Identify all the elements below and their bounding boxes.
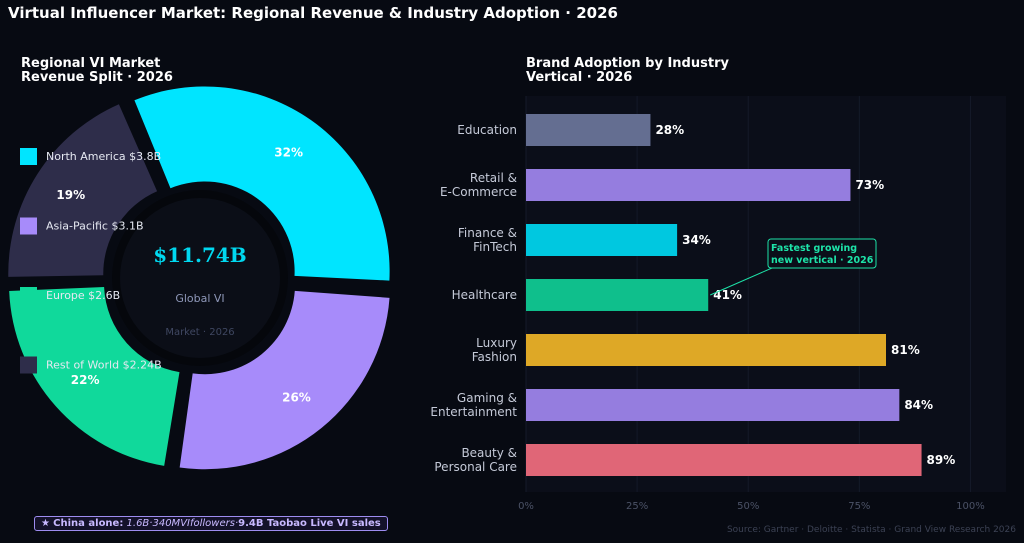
bar-education	[526, 114, 651, 146]
annotation-text: Fastest growing new vertical · 2026	[771, 243, 874, 266]
y-tick-label-education: Education	[457, 123, 517, 137]
donut-slice-rest-of-world	[8, 104, 158, 277]
legend-label-asia-pacific: Asia-Pacific $3.1B	[46, 220, 144, 233]
y-tick-label-gaming-entertainment: Gaming & Entertainment	[430, 391, 517, 419]
x-tick-label-50: 50%	[737, 501, 759, 512]
legend-swatch-rest-of-world	[20, 356, 37, 374]
legend-swatch-asia-pacific	[20, 217, 37, 235]
x-tick-label-75: 75%	[848, 501, 870, 512]
footnote-suffix: 9.4B Taobao Live VI sales	[238, 518, 381, 529]
page-title: Virtual Influencer Market: Regional Reve…	[8, 4, 618, 22]
slice-percent-north-america: 32%	[274, 146, 303, 160]
donut-hole	[120, 198, 280, 358]
bar-value-finance-fintech: 34%	[682, 233, 711, 247]
slice-percent-rest-of-world: 19%	[56, 188, 85, 202]
donut-slice-asia-pacific	[179, 290, 390, 470]
bar-chart-title: Brand Adoption by Industry Vertical · 20…	[526, 56, 729, 85]
bar-value-education: 28%	[655, 123, 684, 137]
star-icon: ★	[41, 518, 50, 529]
bar-value-healthcare: 41%	[713, 288, 742, 302]
y-tick-label-finance-fintech: Finance & FinTech	[458, 226, 517, 254]
bar-healthcare	[526, 279, 709, 311]
donut-center-sublabel: Market · 2026	[165, 327, 234, 338]
legend-swatch-europe	[20, 287, 37, 304]
source-note: Source: Gartner · Deloitte · Statista · …	[726, 525, 1016, 535]
donut-chart: 32% 26% 22% 19% $11.74B Global VI Market · 202…	[8, 86, 390, 470]
x-tick-label-25: 25%	[626, 501, 648, 512]
y-tick-label-beauty-personal-care: Beauty & Personal Care	[434, 446, 517, 474]
legend-label-europe: Europe $2.6B	[46, 289, 120, 302]
slice-percent-asia-pacific: 26%	[282, 390, 311, 404]
legend-label-rest-of-world: Rest of World $2.24B	[46, 359, 162, 372]
footnote-prefix: China alone:	[53, 518, 124, 529]
donut-center-value: $11.74B	[153, 243, 246, 267]
donut-center-label: Global VI	[175, 292, 224, 305]
footnote-middle: 1.6B·340MVIfollowers·	[126, 518, 239, 529]
bar-value-gaming-entertainment: 84%	[904, 398, 933, 412]
donut-slice-europe	[9, 287, 180, 466]
legend-swatch-north-america	[20, 148, 37, 165]
annotation-box	[767, 238, 877, 269]
bar-finance-fintech	[526, 224, 678, 256]
y-tick-label-retail-e-commerce: Retail & E-Commerce	[440, 171, 517, 199]
bar-luxury-fashion	[526, 334, 886, 366]
annotation-arrow	[710, 267, 773, 296]
bar-retail-e-commerce	[526, 169, 851, 201]
slice-percent-europe: 22%	[71, 373, 100, 387]
bar-value-beauty-personal-care: 89%	[927, 453, 956, 467]
china-footnote: ★ China alone: 1.6B·340MVIfollowers·9.4B…	[34, 516, 388, 531]
bar-beauty-personal-care	[526, 444, 922, 476]
legend-label-north-america: North America $3.8B	[46, 150, 161, 163]
bar-value-luxury-fashion: 81%	[891, 343, 920, 357]
y-tick-label-luxury-fashion: Luxury Fashion	[472, 336, 517, 364]
y-tick-label-healthcare: Healthcare	[452, 288, 517, 302]
bar-value-retail-e-commerce: 73%	[855, 178, 884, 192]
x-tick-label-100: 100%	[956, 501, 985, 512]
donut-slice-north-america	[134, 86, 390, 281]
donut-chart-title: Regional VI Market Revenue Split · 2026	[21, 56, 173, 85]
bar-gaming-entertainment	[526, 389, 900, 421]
x-tick-label-0: 0%	[518, 501, 534, 512]
